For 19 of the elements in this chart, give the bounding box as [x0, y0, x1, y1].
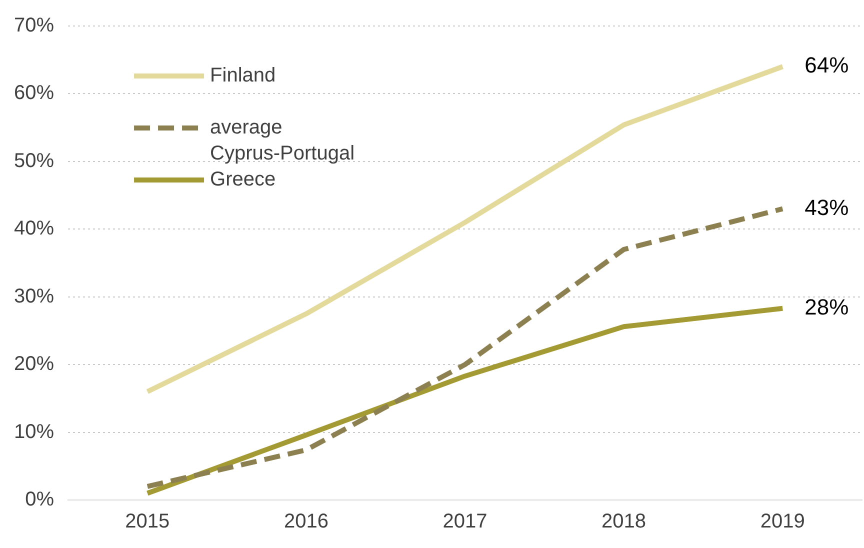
x-tick-label: 2017	[442, 510, 488, 533]
y-tick-label: 10%	[14, 420, 54, 443]
x-tick-label: 2019	[760, 510, 805, 533]
x-tick-label: 2016	[284, 510, 328, 533]
y-tick-label: 50%	[14, 150, 54, 172]
legend-label: Finland	[210, 64, 276, 87]
data-label: 43%	[804, 194, 849, 220]
y-tick-label: 40%	[14, 218, 54, 240]
y-tick-label: 60%	[14, 82, 54, 104]
y-tick-label: 20%	[14, 353, 54, 376]
y-tick-label: 0%	[25, 488, 54, 511]
data-label: 64%	[804, 52, 849, 78]
legend-label: average Cyprus-Portugal	[210, 116, 355, 165]
legend-label: Greece	[210, 168, 276, 191]
y-tick-label: 30%	[14, 285, 54, 308]
x-tick-label: 2018	[602, 510, 646, 533]
x-tick-label: 2015	[125, 510, 170, 533]
y-tick-label: 70%	[14, 14, 54, 37]
data-label: 28%	[804, 294, 849, 320]
